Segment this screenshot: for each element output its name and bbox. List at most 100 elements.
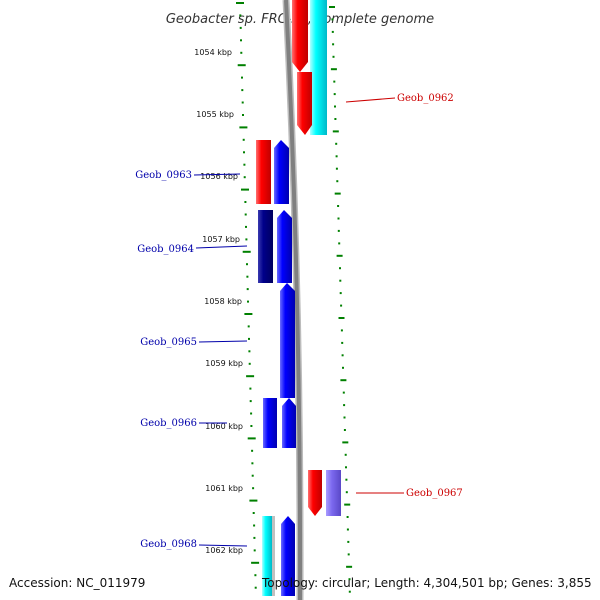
kbp-label: 1062 kbp — [205, 546, 243, 555]
minor-tick — [343, 416, 346, 419]
minor-tick — [244, 213, 247, 216]
major-tick — [251, 561, 260, 564]
kbp-label: 1055 kbp — [196, 110, 234, 119]
kbp-label: 1058 kbp — [204, 297, 242, 306]
accession-text: Accession: NC_011979 — [9, 576, 145, 590]
minor-tick — [242, 114, 244, 116]
minor-tick — [338, 242, 341, 245]
kbp-label: 1060 kbp — [205, 422, 243, 431]
minor-tick — [248, 350, 251, 353]
major-tick — [336, 254, 343, 257]
major-tick — [242, 250, 251, 253]
reverse-strand-features — [256, 140, 296, 596]
minor-tick — [341, 354, 344, 357]
blue-gene-arrow — [274, 140, 289, 204]
gene-label-geob-0967: Geob_0967 — [406, 488, 463, 499]
major-tick — [338, 317, 345, 319]
minor-tick — [331, 18, 334, 21]
leader-line — [198, 544, 248, 547]
major-tick — [329, 6, 335, 8]
minor-tick — [249, 387, 252, 390]
minor-tick — [245, 225, 247, 228]
blue-gene-arrow — [281, 516, 295, 596]
minor-tick — [348, 578, 351, 581]
major-tick — [344, 503, 351, 506]
minor-tick — [334, 105, 336, 108]
major-tick — [237, 64, 246, 67]
minor-tick — [240, 39, 242, 42]
leader-line — [193, 173, 241, 176]
minor-tick — [253, 536, 256, 539]
genome-backbone — [284, 0, 303, 600]
minor-tick — [347, 553, 350, 556]
blue-gene-arrow — [280, 283, 295, 398]
minor-tick — [250, 412, 253, 415]
minor-tick — [343, 429, 346, 431]
minor-tick — [346, 528, 349, 531]
gene-label-geob-0965: Geob_0965 — [140, 337, 197, 348]
minor-tick — [335, 142, 338, 145]
kbp-label: 1059 kbp — [205, 359, 243, 368]
minor-tick — [253, 524, 256, 527]
minor-tick — [241, 101, 244, 104]
forward-strand-features — [292, 0, 341, 516]
major-tick — [342, 441, 349, 444]
grey-feature — [272, 516, 275, 596]
minor-tick — [248, 337, 250, 340]
left-tick-ruler — [236, 2, 260, 589]
minor-tick — [246, 275, 249, 278]
minor-tick — [337, 229, 340, 232]
minor-tick — [339, 279, 342, 282]
minor-tick — [334, 118, 337, 120]
minor-tick — [248, 362, 251, 365]
minor-tick — [239, 14, 242, 17]
red-gene-arrow — [297, 72, 312, 135]
minor-tick — [345, 478, 348, 481]
gene-label-geob-0968: Geob_0968 — [140, 539, 197, 550]
minor-tick — [251, 462, 254, 465]
major-tick — [340, 379, 347, 382]
gene-label-geob-0963: Geob_0963 — [135, 170, 192, 181]
minor-tick — [342, 391, 345, 394]
minor-tick — [243, 176, 246, 179]
major-tick — [334, 192, 341, 195]
minor-tick — [341, 341, 344, 344]
minor-tick — [332, 55, 335, 58]
red-gene-block — [256, 140, 271, 204]
minor-tick — [335, 155, 338, 158]
minor-tick — [331, 30, 334, 33]
minor-tick — [344, 453, 347, 456]
gene-label-geob-0966: Geob_0966 — [140, 418, 197, 429]
minor-tick — [346, 516, 349, 518]
minor-tick — [239, 26, 242, 29]
minor-tick — [254, 586, 257, 589]
kbp-label: 1056 kbp — [200, 172, 238, 181]
minor-tick — [342, 366, 344, 369]
minor-tick — [243, 151, 245, 154]
minor-tick — [337, 217, 340, 220]
major-tick — [244, 313, 253, 315]
cyan-feature — [310, 0, 327, 135]
blue-gene-block — [263, 398, 277, 448]
major-tick — [239, 126, 248, 129]
kbp-label: 1061 kbp — [205, 484, 243, 493]
major-tick — [241, 188, 249, 191]
minor-tick — [240, 51, 243, 54]
kbp-label: 1054 kbp — [194, 48, 232, 57]
blue-gene-arrow — [277, 210, 292, 283]
major-tick — [249, 499, 258, 502]
minor-tick — [245, 238, 248, 241]
minor-tick — [241, 76, 243, 79]
minor-tick — [347, 540, 350, 543]
minor-tick — [251, 474, 254, 477]
kbp-label: 1057 kbp — [202, 235, 240, 244]
minor-tick — [333, 93, 336, 96]
minor-tick — [332, 43, 335, 46]
minor-tick — [254, 574, 257, 577]
major-tick — [346, 565, 353, 568]
minor-tick — [339, 292, 342, 295]
leader-line — [345, 97, 396, 103]
kbp-scale: 1054 kbp 1055 kbp 1056 kbp 1057 kbp 1058… — [194, 48, 243, 555]
leader-line — [195, 245, 248, 249]
